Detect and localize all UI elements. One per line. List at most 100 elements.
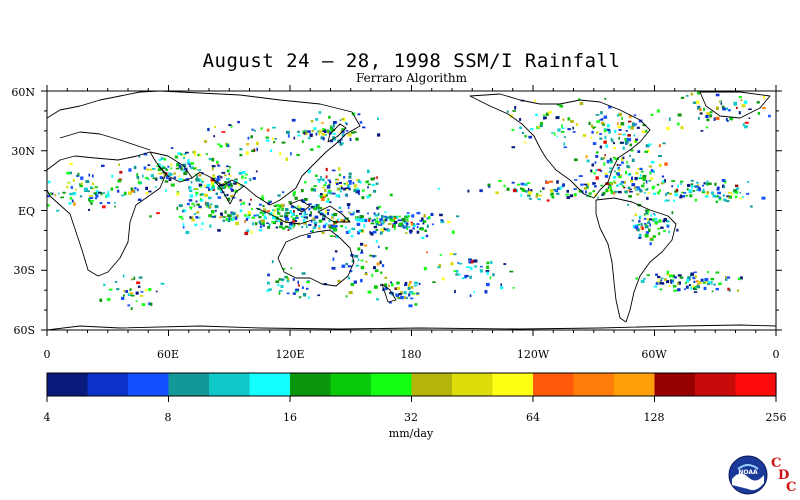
rainfall-pixel: [679, 194, 682, 197]
rainfall-pixel: [240, 203, 242, 206]
rainfall-pixel: [342, 117, 346, 122]
rainfall-pixel: [219, 144, 223, 148]
rainfall-pixel: [71, 199, 74, 203]
rainfall-pixel: [663, 218, 667, 222]
rainfall-pixel: [737, 289, 740, 292]
rainfall-pixel: [695, 280, 699, 283]
rainfall-pixel: [295, 217, 298, 219]
rainfall-pixel: [348, 180, 353, 183]
rainfall-pixel: [659, 288, 663, 291]
rainfall-pixel: [600, 157, 604, 161]
rainfall-pixel: [696, 285, 700, 289]
rainfall-pixel: [638, 236, 642, 239]
rainfall-pixel: [181, 210, 185, 213]
rainfall-pixel: [744, 125, 748, 129]
rainfall-pixel: [248, 203, 251, 206]
rainfall-pixel: [611, 161, 613, 164]
rainfall-pixel: [245, 173, 248, 176]
rainfall-pixel: [414, 281, 419, 284]
rainfall-pixel: [267, 281, 270, 285]
rainfall-pixel: [341, 142, 344, 145]
rainfall-pixel: [344, 122, 347, 124]
rainfall-pixel: [692, 190, 696, 192]
rainfall-pixel: [346, 217, 349, 221]
rainfall-pixel: [506, 110, 509, 113]
rainfall-pixel: [162, 170, 165, 174]
rainfall-pixel: [295, 215, 298, 217]
rainfall-pixel: [279, 215, 284, 217]
rainfall-pixel: [329, 226, 333, 229]
rainfall-pixel: [715, 271, 720, 274]
rainfall-pixel: [273, 212, 276, 216]
rainfall-pixel: [234, 189, 238, 193]
rainfall-pixel: [645, 129, 648, 133]
rainfall-pixel: [220, 212, 223, 216]
rainfall-pixel: [706, 193, 708, 196]
rainfall-pixel: [197, 169, 202, 171]
rainfall-pixel: [348, 229, 351, 234]
rainfall-pixel: [704, 278, 709, 282]
rainfall-pixel: [345, 230, 349, 234]
colorbar-swatch: [452, 373, 494, 396]
rainfall-pixel: [377, 117, 379, 121]
rainfall-pixel: [380, 271, 383, 274]
rainfall-pixel: [520, 194, 523, 197]
rainfall-pixel: [198, 205, 202, 209]
rainfall-pixel: [216, 160, 219, 164]
rainfall-pixel: [327, 211, 330, 216]
rainfall-pixel: [317, 294, 321, 297]
rainfall-pixel: [107, 190, 110, 194]
rainfall-pixel: [597, 168, 601, 171]
rainfall-pixel: [539, 123, 543, 128]
rainfall-pixel: [706, 180, 709, 183]
rainfall-pixel: [639, 189, 643, 193]
rainfall-pixel: [369, 254, 373, 257]
rainfall-pixel: [95, 190, 99, 193]
rainfall-pixel: [185, 151, 189, 154]
rainfall-pixel: [401, 224, 404, 227]
rainfall-pixel: [226, 169, 230, 173]
rainfall-pixel: [603, 140, 607, 144]
rainfall-pixel: [347, 133, 352, 137]
rainfall-pixel: [190, 181, 193, 184]
rainfall-pixel: [148, 288, 152, 291]
rainfall-pixel: [721, 179, 726, 182]
rainfall-pixel: [254, 222, 258, 226]
rainfall-pixel: [360, 218, 365, 222]
rainfall-pixel: [634, 176, 638, 181]
rainfall-pixel: [606, 159, 610, 164]
rainfall-pixel: [671, 185, 674, 188]
rainfall-pixel: [212, 175, 216, 178]
lat-label-30s: 30S: [13, 264, 35, 277]
rainfall-pixel: [594, 193, 597, 197]
rainfall-pixel: [211, 167, 214, 171]
rainfall-pixel: [649, 171, 652, 175]
rainfall-pixel: [536, 193, 539, 196]
rainfall-pixel: [637, 228, 640, 232]
colorbar-swatch: [573, 373, 615, 396]
rainfall-pixel: [230, 211, 233, 214]
rainfall-pixel: [343, 176, 346, 179]
rainfall-pixel: [318, 225, 321, 228]
rainfall-pixel: [195, 193, 198, 197]
rainfall-pixel: [486, 261, 490, 265]
rainfall-pixel: [66, 172, 70, 175]
rainfall-pixel: [239, 153, 243, 157]
rainfall-pixel: [344, 194, 349, 196]
rainfall-pixel: [138, 276, 143, 279]
rainfall-pixel: [450, 262, 454, 266]
rainfall-pixel: [703, 286, 707, 291]
rainfall-pixel: [246, 216, 250, 219]
rainfall-pixel: [612, 156, 616, 159]
rainfall-pixel: [726, 195, 731, 198]
rainfall-pixel: [484, 290, 488, 294]
rainfall-pixel: [720, 100, 723, 104]
rainfall-pixel: [426, 251, 428, 254]
rainfall-pixel: [193, 150, 196, 154]
rainfall-pixel: [614, 158, 619, 161]
rainfall-pixel: [222, 219, 226, 222]
rainfall-pixel: [372, 230, 377, 234]
rainfall-pixel: [738, 95, 742, 99]
rainfall-pixel: [604, 172, 608, 175]
rainfall-pixel: [260, 219, 265, 222]
